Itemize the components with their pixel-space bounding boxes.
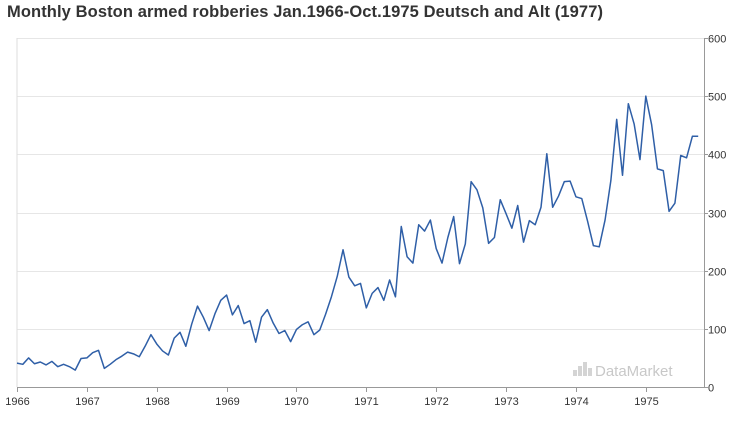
watermark-text: DataMarket [595, 363, 673, 380]
y-tick-label: 100 [708, 325, 726, 337]
gridlines [17, 38, 704, 330]
x-tick-label: 1969 [215, 396, 239, 408]
y-tick-label: 500 [708, 92, 726, 104]
x-tick-label: 1975 [634, 396, 658, 408]
axes [16, 38, 708, 392]
datamarket-watermark: DataMarket [573, 362, 673, 380]
series-line [16, 95, 699, 371]
x-tick-label: 1966 [5, 396, 29, 408]
y-tick-label: 600 [708, 34, 726, 46]
y-tick-label: 300 [708, 209, 726, 221]
series-group [16, 95, 699, 371]
x-tick-label: 1971 [354, 396, 378, 408]
y-tick-label: 200 [708, 267, 726, 279]
datamarket-logo-icon [573, 362, 592, 376]
x-tick-label: 1973 [494, 396, 518, 408]
y-tick-labels: 0 100 200 300 400 500 600 [708, 34, 726, 395]
x-tick-label: 1972 [424, 396, 448, 408]
x-tick-labels: 1966 1967 1968 1969 1970 1971 1972 1973 1974 1975 [5, 396, 658, 408]
x-tick-label: 1970 [284, 396, 308, 408]
y-tick-label: 400 [708, 150, 726, 162]
x-tick-label: 1968 [145, 396, 169, 408]
chart-title: Monthly Boston armed robberies Jan.1966-… [7, 3, 604, 21]
x-tick-label: 1967 [75, 396, 99, 408]
x-tick-label: 1974 [564, 396, 588, 408]
y-tick-label: 0 [708, 383, 714, 395]
